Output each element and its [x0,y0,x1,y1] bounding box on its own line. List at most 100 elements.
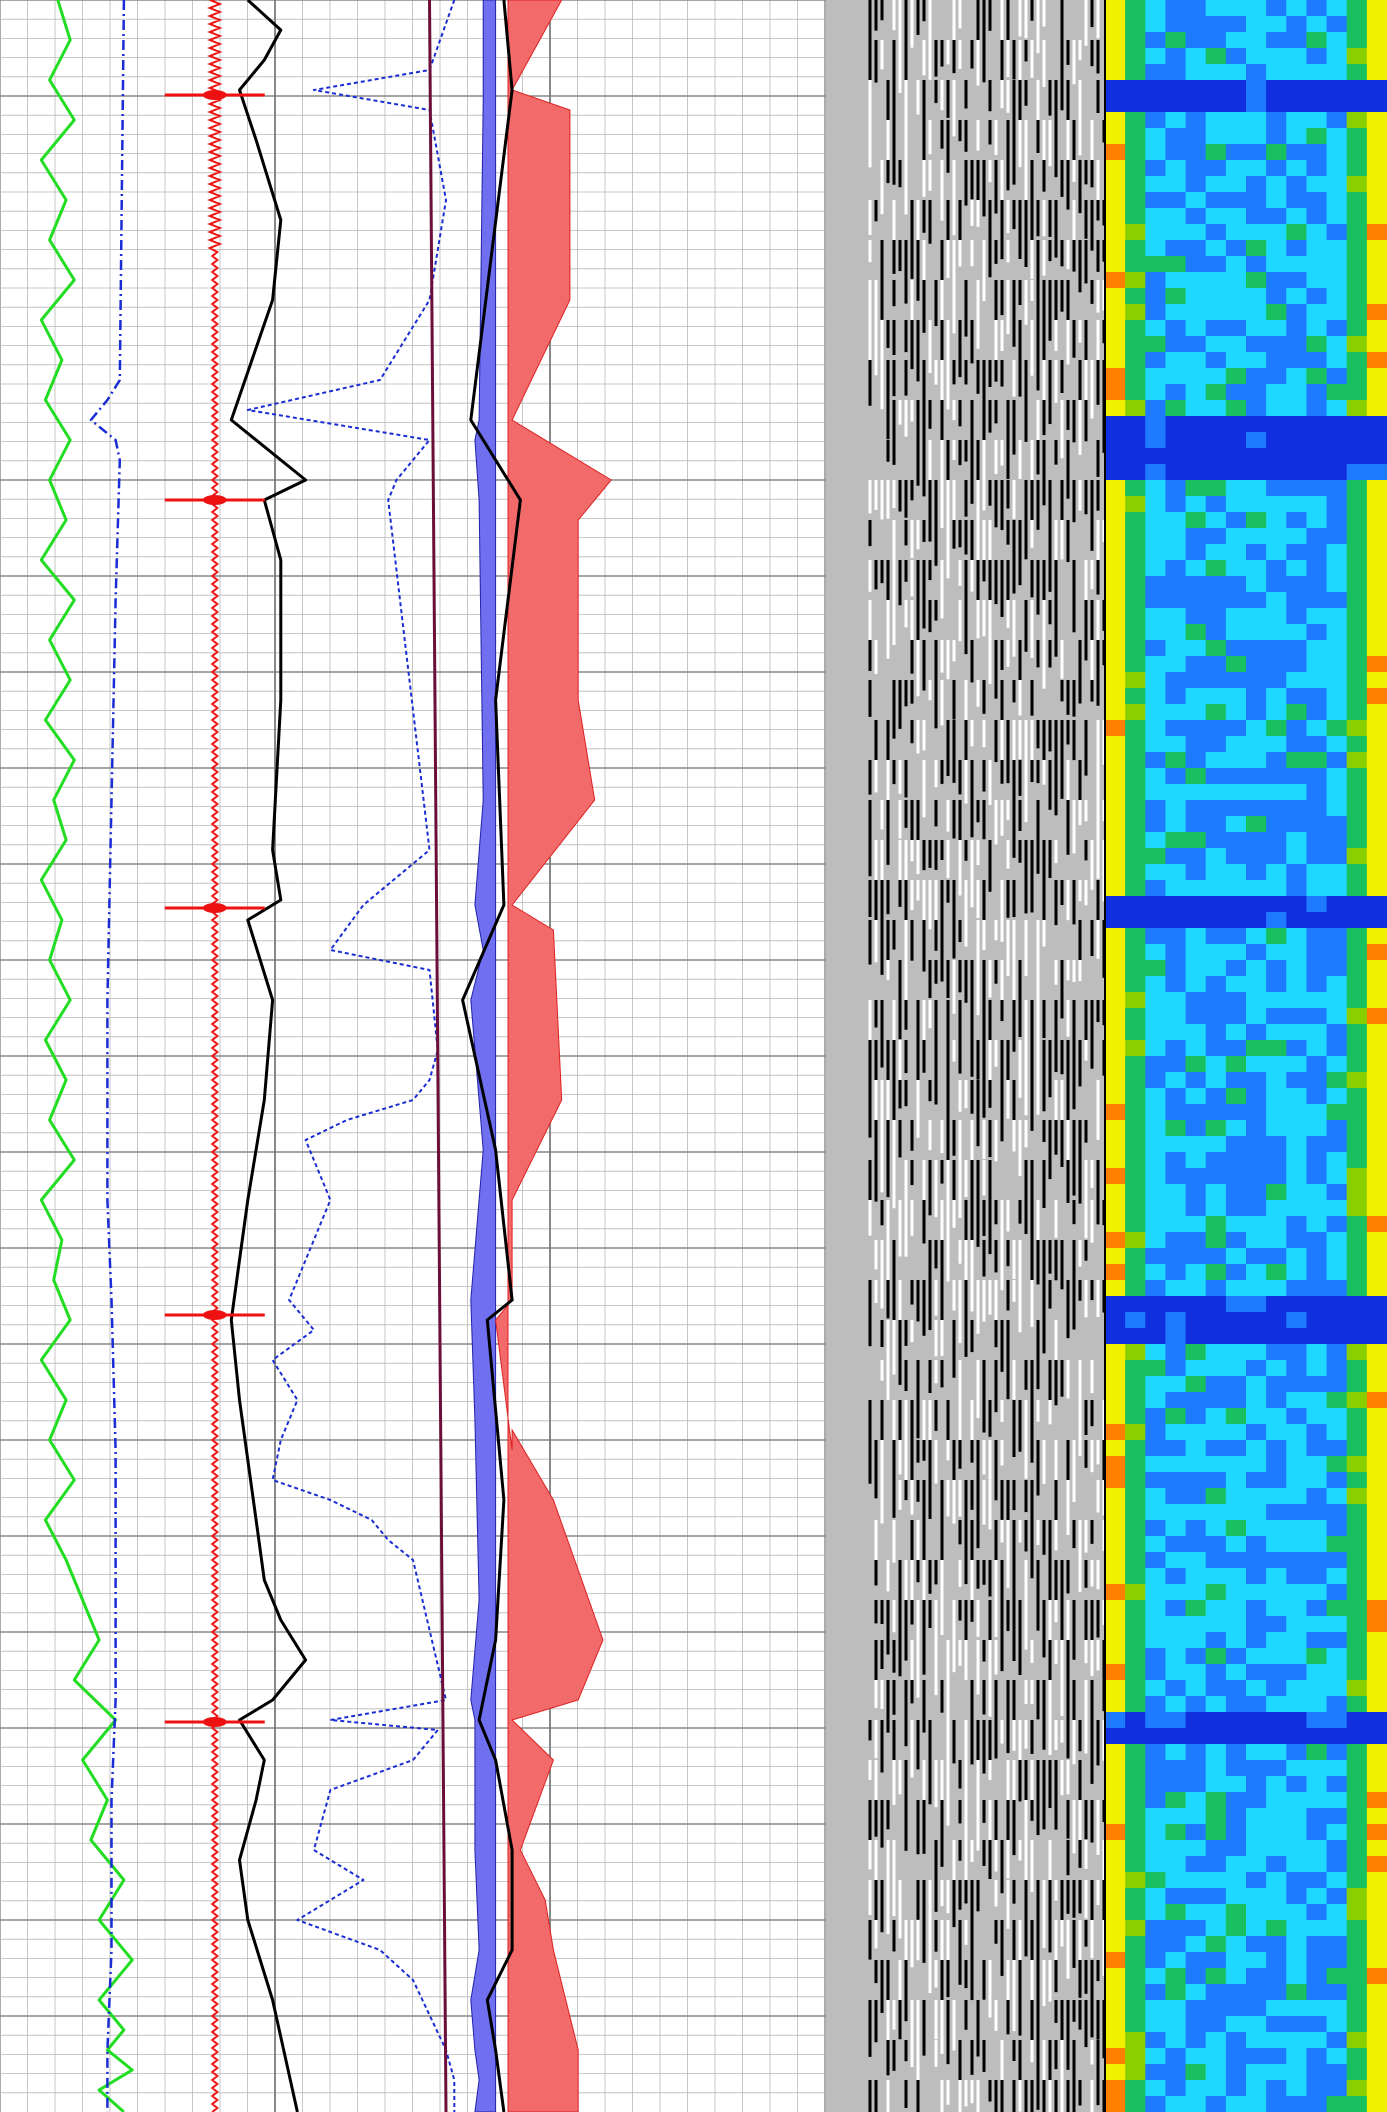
heatmap-cell [1366,560,1387,577]
heatmap-cell [1105,1264,1126,1281]
heatmap-cell [1306,1712,1328,1729]
heatmap-cell [1205,464,1227,481]
heatmap-cell [1205,1856,1227,1873]
heatmap-cell [1225,1248,1247,1265]
heatmap-cell [1246,96,1267,113]
heatmap-cell [1246,1648,1267,1665]
heatmap-cell [1246,752,1267,769]
heatmap-cell [1185,1104,1207,1121]
heatmap-cell [1306,1232,1328,1249]
heatmap-cell [1286,432,1307,449]
heatmap-cell [1105,240,1126,257]
heatmap-cell [1225,2064,1247,2081]
heatmap-cell [1165,1472,1187,1489]
heatmap-cell [1105,1360,1126,1377]
heatmap-cell [1286,1872,1307,1889]
heatmap-cell [1165,1168,1187,1185]
heatmap-cell [1125,1040,1146,1057]
heatmap-cell [1306,624,1328,641]
heatmap-cell [1105,256,1126,273]
heatmap-cell [1185,640,1207,657]
heatmap-cell [1346,1568,1368,1585]
heatmap-cell [1246,208,1267,225]
heatmap-cell [1286,1952,1307,1969]
heatmap-cell [1286,528,1307,545]
heatmap-cell [1266,1280,1287,1297]
heatmap-cell [1286,2064,1307,2081]
heatmap-cell [1225,1200,1247,1217]
heatmap-cell [1145,1008,1166,1025]
heatmap-cell [1326,304,1348,321]
heatmap-cell [1306,1072,1328,1089]
heatmap-cell [1205,736,1227,753]
heatmap-cell [1165,384,1187,401]
heatmap-cell [1326,0,1348,17]
heatmap-cell [1246,288,1267,305]
heatmap-cell [1205,656,1227,673]
heatmap-cell [1306,1632,1328,1649]
heatmap-cell [1125,1968,1146,1985]
heatmap-cell [1205,928,1227,945]
heatmap-cell [1246,32,1267,49]
heatmap-cell [1326,432,1348,449]
heatmap-cell [1326,1792,1348,1809]
heatmap-cell [1105,336,1126,353]
heatmap-cell [1105,2048,1126,2065]
heatmap-cell [1185,608,1207,625]
heatmap-cell [1266,96,1287,113]
heatmap-cell [1225,1552,1247,1569]
heatmap-cell [1266,1024,1287,1041]
heatmap-cell [1125,336,1146,353]
heatmap-cell [1145,144,1166,161]
heatmap-cell [1185,1280,1207,1297]
heatmap-cell [1185,2032,1207,2049]
heatmap-cell [1105,1232,1126,1249]
heatmap-cell [1185,1344,1207,1361]
heatmap-cell [1326,560,1348,577]
heatmap-cell [1326,1584,1348,1601]
heatmap-cell [1105,1472,1126,1489]
heatmap-cell [1145,48,1166,65]
heatmap-cell [1105,288,1126,305]
heatmap-cell [1326,368,1348,385]
heatmap-cell [1105,384,1126,401]
heatmap-cell [1326,752,1348,769]
heatmap-cell [1145,192,1166,209]
heatmap-cell [1165,640,1187,657]
heatmap-cell [1125,1168,1146,1185]
heatmap-cell [1145,976,1166,993]
heatmap-cell [1205,400,1227,417]
heatmap-cell [1326,2080,1348,2097]
heatmap-cell [1205,864,1227,881]
heatmap-cell [1286,288,1307,305]
heatmap-cell [1125,720,1146,737]
heatmap-cell [1346,880,1368,897]
heatmap-cell [1266,1872,1287,1889]
heatmap-cell [1205,512,1227,529]
heatmap-cell [1205,1584,1227,1601]
heatmap-cell [1145,656,1166,673]
heatmap-cell [1286,2080,1307,2097]
heatmap-cell [1105,2080,1126,2097]
heatmap-cell [1105,368,1126,385]
fill-layer [461,0,612,2112]
heatmap-cell [1346,784,1368,801]
heatmap-cell [1105,1520,1126,1537]
heatmap-cell [1326,1248,1348,1265]
heatmap-cell [1185,176,1207,193]
heatmap-cell [1105,672,1126,689]
heatmap-cell [1266,1744,1287,1761]
heatmap-cell [1246,368,1267,385]
heatmap-cell [1306,1680,1328,1697]
heatmap-cell [1145,784,1166,801]
heatmap-cell [1326,80,1348,97]
heatmap-cell [1246,1680,1267,1697]
heatmap-cell [1326,528,1348,545]
heatmap-cell [1165,2048,1187,2065]
heatmap-cell [1326,992,1348,1009]
heatmap-cell [1125,656,1146,673]
heatmap-cell [1165,48,1187,65]
heatmap-cell [1246,1552,1267,1569]
heatmap-cell [1366,640,1387,657]
heatmap-cell [1266,1088,1287,1105]
